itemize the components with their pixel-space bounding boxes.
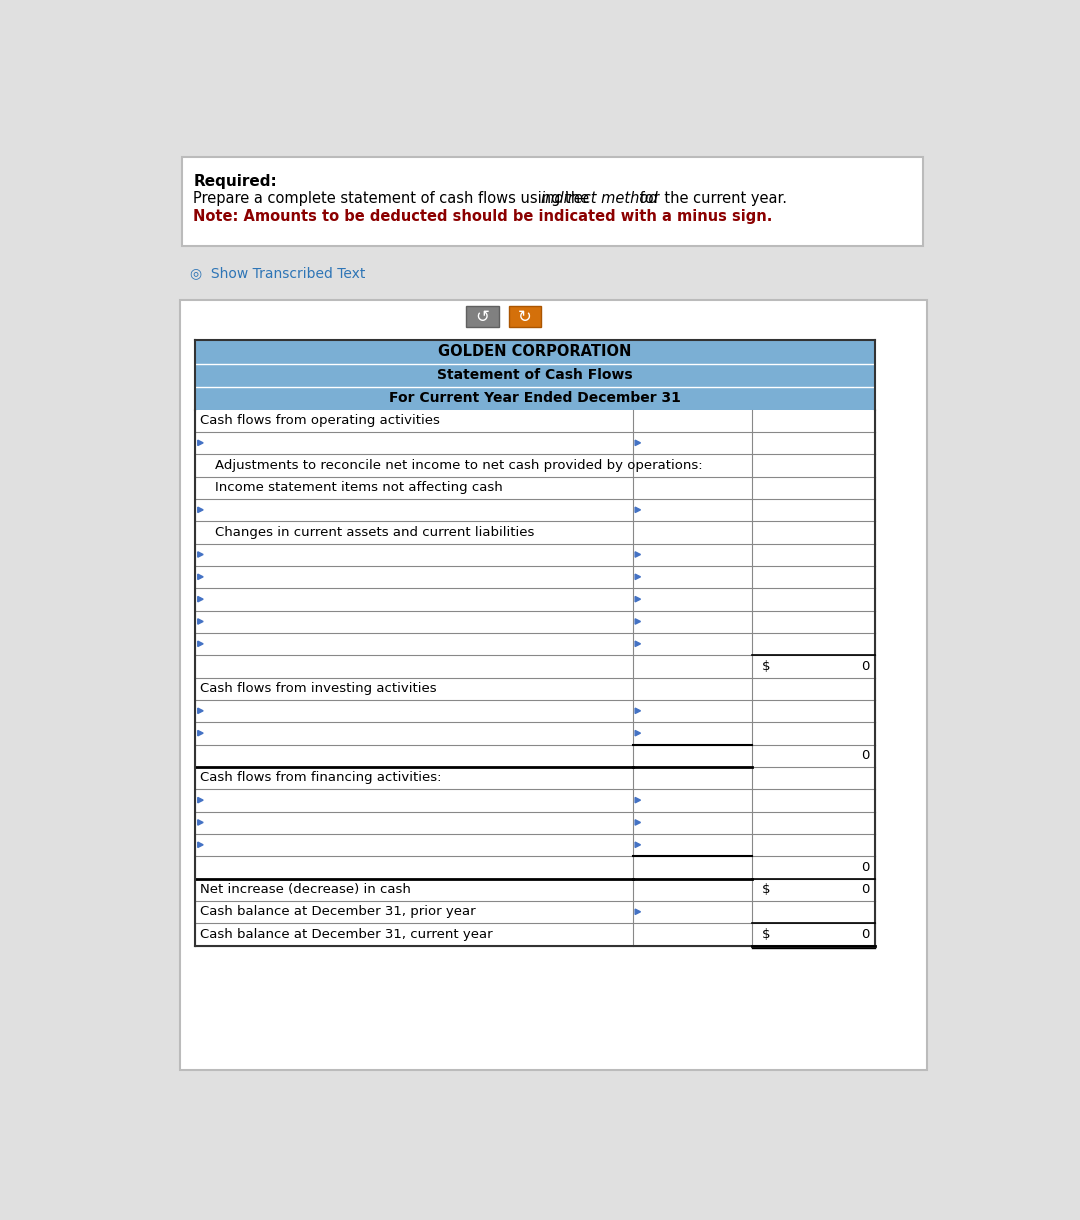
Text: ◎  Show Transcribed Text: ◎ Show Transcribed Text — [190, 266, 365, 279]
Polygon shape — [635, 551, 640, 558]
Polygon shape — [198, 440, 203, 445]
Polygon shape — [635, 842, 640, 848]
Polygon shape — [198, 708, 203, 714]
Text: $: $ — [761, 883, 770, 895]
Text: Income statement items not affecting cash: Income statement items not affecting cas… — [216, 481, 503, 494]
Bar — [180, 300, 927, 1070]
Text: for the current year.: for the current year. — [635, 192, 787, 206]
Text: Changes in current assets and current liabilities: Changes in current assets and current li… — [216, 526, 535, 539]
Text: Statement of Cash Flows: Statement of Cash Flows — [437, 368, 633, 382]
Text: ↺: ↺ — [475, 307, 489, 326]
Text: Cash flows from operating activities: Cash flows from operating activities — [200, 414, 440, 427]
Text: GOLDEN CORPORATION: GOLDEN CORPORATION — [438, 344, 632, 360]
Text: Adjustments to reconcile net income to net cash provided by operations:: Adjustments to reconcile net income to n… — [216, 459, 703, 472]
Polygon shape — [198, 731, 203, 736]
Text: 0: 0 — [862, 927, 870, 941]
Bar — [467, 306, 499, 327]
Polygon shape — [635, 909, 640, 915]
Polygon shape — [198, 820, 203, 825]
Polygon shape — [635, 798, 640, 803]
Text: Note: Amounts to be deducted should be indicated with a minus sign.: Note: Amounts to be deducted should be i… — [193, 209, 772, 223]
Text: Cash balance at December 31, prior year: Cash balance at December 31, prior year — [200, 905, 475, 919]
Text: $: $ — [761, 660, 770, 672]
Text: Net increase (decrease) in cash: Net increase (decrease) in cash — [200, 883, 411, 895]
Polygon shape — [635, 619, 640, 625]
Text: Required:: Required: — [193, 174, 276, 189]
Polygon shape — [635, 642, 640, 647]
Bar — [195, 387, 875, 410]
Text: Prepare a complete statement of cash flows using the: Prepare a complete statement of cash flo… — [193, 192, 594, 206]
Text: indirect method: indirect method — [541, 192, 658, 206]
Bar — [195, 364, 875, 387]
Polygon shape — [198, 842, 203, 848]
Bar — [195, 340, 875, 364]
Polygon shape — [198, 575, 203, 580]
Polygon shape — [635, 508, 640, 512]
Polygon shape — [635, 440, 640, 445]
Text: Cash flows from investing activities: Cash flows from investing activities — [200, 682, 436, 695]
Text: ↻: ↻ — [518, 307, 532, 326]
Polygon shape — [198, 508, 203, 512]
Polygon shape — [635, 820, 640, 825]
Bar — [183, 157, 923, 245]
Polygon shape — [198, 619, 203, 625]
Text: Cash flows from financing activities:: Cash flows from financing activities: — [200, 771, 442, 784]
Text: 0: 0 — [862, 660, 870, 672]
Polygon shape — [198, 597, 203, 601]
Polygon shape — [198, 798, 203, 803]
Text: 0: 0 — [862, 883, 870, 895]
Text: Cash balance at December 31, current year: Cash balance at December 31, current yea… — [200, 927, 492, 941]
Bar — [509, 306, 541, 327]
Text: 0: 0 — [862, 749, 870, 762]
Polygon shape — [198, 551, 203, 558]
Text: 0: 0 — [862, 860, 870, 874]
Polygon shape — [635, 575, 640, 580]
Text: For Current Year Ended December 31: For Current Year Ended December 31 — [389, 392, 681, 405]
Polygon shape — [635, 731, 640, 736]
Text: $: $ — [761, 927, 770, 941]
Polygon shape — [635, 597, 640, 601]
Polygon shape — [198, 642, 203, 647]
Polygon shape — [635, 708, 640, 714]
